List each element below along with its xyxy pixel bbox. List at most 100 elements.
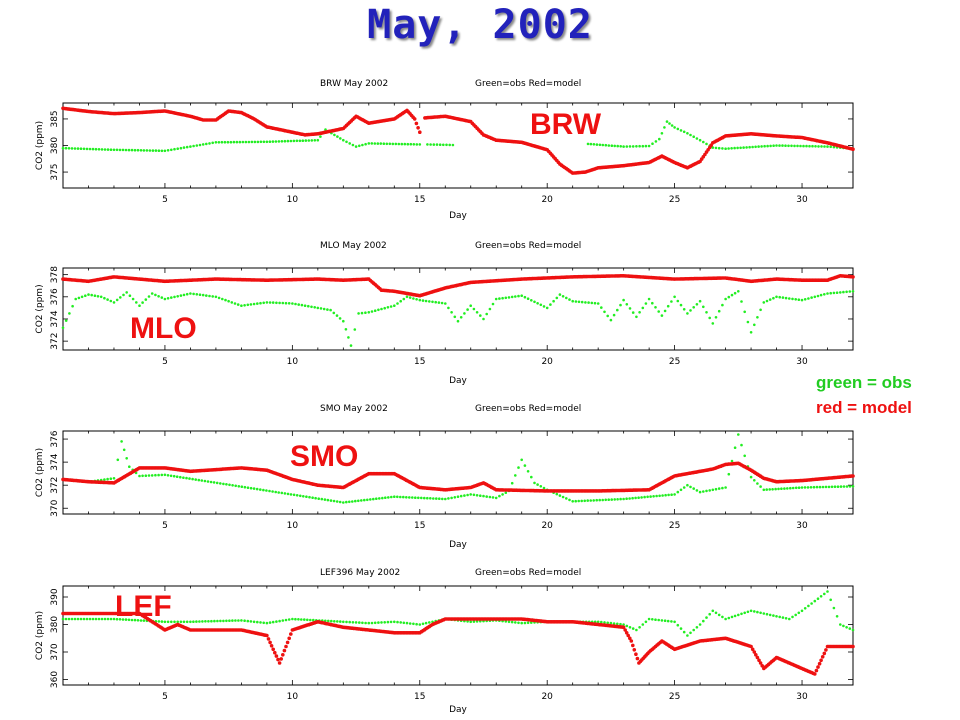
obs-point bbox=[292, 139, 296, 143]
obs-point bbox=[393, 495, 396, 499]
obs-point bbox=[294, 302, 297, 306]
obs-point bbox=[676, 490, 680, 494]
obs-point bbox=[198, 293, 202, 297]
plot-frame bbox=[62, 267, 854, 351]
obs-point bbox=[268, 489, 271, 493]
obs-point bbox=[689, 485, 692, 489]
obs-point bbox=[386, 620, 390, 624]
obs-point bbox=[383, 306, 387, 310]
obs-point bbox=[109, 477, 113, 481]
obs-point bbox=[743, 454, 746, 458]
obs-point bbox=[147, 474, 151, 477]
obs-point bbox=[530, 621, 533, 624]
obs-point bbox=[536, 302, 539, 305]
obs-point bbox=[185, 476, 188, 480]
obs-point bbox=[451, 143, 455, 147]
obs-point bbox=[138, 474, 141, 478]
obs-point bbox=[96, 295, 100, 298]
obs-point bbox=[284, 301, 288, 305]
obs-point bbox=[399, 299, 403, 303]
obs-point bbox=[163, 620, 167, 624]
obs-point bbox=[705, 311, 708, 314]
obs-point bbox=[646, 495, 649, 499]
obs-point bbox=[609, 318, 613, 322]
obs-point bbox=[652, 495, 655, 498]
obs-point bbox=[203, 479, 207, 483]
obs-point bbox=[682, 486, 686, 489]
obs-point bbox=[252, 302, 256, 306]
obs-point bbox=[61, 146, 65, 150]
obs-point bbox=[345, 620, 348, 624]
model-point bbox=[266, 637, 271, 641]
obs-point bbox=[354, 499, 357, 503]
model-point bbox=[289, 632, 293, 636]
obs-point bbox=[592, 143, 596, 146]
obs-point bbox=[641, 144, 645, 148]
obs-point bbox=[789, 486, 792, 490]
obs-point bbox=[523, 621, 527, 625]
obs-point bbox=[740, 612, 743, 616]
obs-point bbox=[68, 312, 71, 315]
obs-point bbox=[612, 622, 616, 625]
obs-point bbox=[651, 301, 654, 305]
obs-point bbox=[676, 299, 680, 303]
obs-point bbox=[498, 297, 501, 300]
obs-point bbox=[283, 139, 287, 143]
obs-point bbox=[367, 311, 371, 314]
obs-point bbox=[523, 464, 527, 467]
y-tick-label: 376 bbox=[50, 430, 60, 447]
y-axis-label: CO2 (ppm) bbox=[35, 448, 45, 497]
obs-point bbox=[640, 496, 643, 499]
obs-point bbox=[415, 298, 418, 301]
obs-point bbox=[453, 496, 457, 499]
obs-point bbox=[100, 148, 104, 151]
obs-point bbox=[240, 485, 244, 489]
obs-point bbox=[210, 619, 213, 623]
obs-point bbox=[99, 295, 103, 299]
obs-point bbox=[800, 298, 804, 302]
obs-point bbox=[127, 618, 131, 622]
obs-point bbox=[320, 497, 324, 501]
x-tick-label: 25 bbox=[669, 195, 680, 205]
obs-point bbox=[386, 306, 390, 309]
obs-point bbox=[595, 143, 599, 146]
obs-point bbox=[780, 487, 783, 491]
obs-point bbox=[94, 617, 98, 621]
obs-point bbox=[774, 487, 777, 491]
obs-point bbox=[523, 295, 527, 299]
obs-point bbox=[800, 609, 804, 613]
obs-point bbox=[644, 302, 648, 305]
model-point bbox=[626, 633, 630, 638]
obs-point bbox=[366, 498, 369, 502]
obs-point bbox=[351, 621, 355, 624]
obs-point bbox=[829, 598, 832, 602]
series-model bbox=[61, 461, 855, 493]
panel-mlo: MLO May 2002 Green=obs Red=model 5 10 15 20 25… bbox=[35, 241, 855, 386]
obs-point bbox=[268, 301, 272, 304]
obs-point bbox=[82, 617, 86, 621]
obs-point bbox=[277, 491, 281, 494]
obs-point bbox=[88, 617, 92, 621]
obs-point bbox=[403, 142, 407, 146]
obs-point bbox=[408, 622, 412, 625]
obs-point bbox=[824, 485, 828, 489]
model-point bbox=[750, 647, 755, 652]
obs-point bbox=[247, 140, 251, 144]
legend-note-model: red = model bbox=[816, 398, 912, 417]
obs-point bbox=[762, 301, 766, 304]
obs-point bbox=[708, 612, 711, 616]
obs-point bbox=[326, 308, 329, 311]
obs-point bbox=[603, 621, 606, 624]
obs-point bbox=[826, 145, 829, 148]
obs-point bbox=[338, 500, 342, 504]
y-tick-label: 370 bbox=[50, 499, 60, 516]
obs-point bbox=[657, 310, 660, 313]
obs-point bbox=[237, 619, 240, 622]
obs-point bbox=[453, 315, 457, 319]
obs-point bbox=[839, 623, 842, 626]
obs-point bbox=[721, 615, 724, 619]
obs-point bbox=[577, 499, 580, 503]
obs-point bbox=[826, 292, 829, 295]
obs-point bbox=[240, 304, 243, 308]
obs-point bbox=[768, 613, 772, 617]
